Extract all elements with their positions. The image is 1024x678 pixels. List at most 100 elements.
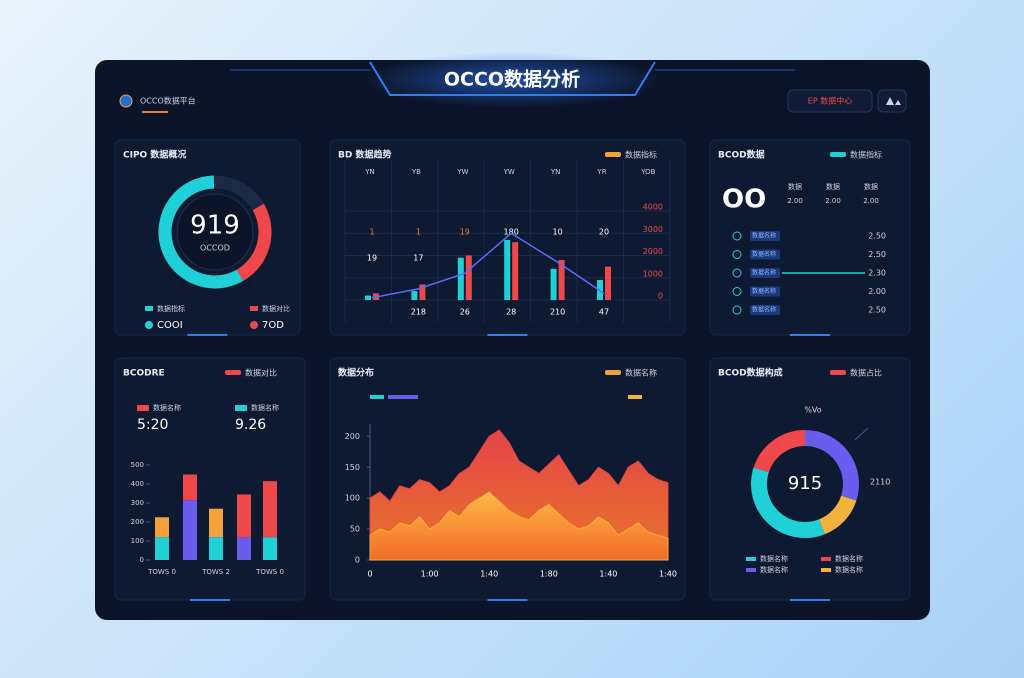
tag-swatch bbox=[605, 370, 621, 375]
donut-inner bbox=[768, 447, 842, 521]
logo bbox=[119, 94, 133, 108]
legend-label: 数据名称 bbox=[760, 554, 788, 563]
tag-swatch bbox=[605, 152, 621, 157]
tag-swatch bbox=[830, 370, 846, 375]
row-label: 数据名称 bbox=[752, 306, 776, 314]
bar bbox=[605, 266, 611, 300]
icon bbox=[886, 97, 901, 105]
row-label: 17 bbox=[413, 254, 423, 263]
bar bbox=[550, 268, 557, 300]
bar-segment bbox=[183, 474, 197, 501]
area bbox=[369, 491, 669, 561]
gauge-inner bbox=[176, 193, 254, 271]
bar bbox=[411, 291, 418, 300]
row-chip bbox=[750, 231, 780, 241]
row-label: 数据名称 bbox=[752, 269, 776, 277]
big-number: OO bbox=[722, 185, 766, 215]
page-title: OCCO数据分析 bbox=[444, 68, 580, 91]
bar-segment bbox=[263, 537, 277, 560]
x-tick-label: TOWS 0 bbox=[147, 568, 176, 576]
row-value: 2.50 bbox=[868, 250, 886, 259]
gauge-segment bbox=[158, 175, 244, 289]
x-tick-label: TOWS 2 bbox=[201, 568, 230, 576]
row-value: 2.30 bbox=[868, 269, 886, 278]
donut-segment bbox=[804, 430, 859, 501]
bar-segment bbox=[237, 537, 251, 560]
x-tick-label: 1:80 bbox=[540, 570, 558, 579]
bar-segment bbox=[209, 508, 223, 538]
column-header: YW bbox=[456, 168, 468, 176]
y-tick-label: 200 bbox=[345, 432, 360, 441]
swatch bbox=[628, 395, 642, 399]
stat-label: 数据 bbox=[826, 182, 840, 191]
column-header: YOB bbox=[640, 168, 655, 176]
x-tick-label: 0 bbox=[367, 570, 372, 579]
button[interactable] bbox=[787, 89, 873, 113]
stat-value: 2.00 bbox=[787, 197, 803, 205]
row-label: 180 bbox=[504, 228, 519, 237]
caption: 数据指标 bbox=[157, 304, 185, 313]
bar bbox=[419, 284, 426, 300]
stat-swatch bbox=[235, 405, 247, 411]
bar-segment bbox=[237, 494, 251, 538]
y-tick-label: 0 bbox=[658, 292, 663, 301]
legend-swatch bbox=[746, 568, 756, 572]
y-tick-label: 2000 bbox=[643, 247, 663, 256]
y-tick-label: 0 bbox=[140, 556, 144, 564]
legend-label: 数据名称 bbox=[835, 565, 863, 574]
row-icon bbox=[732, 250, 742, 259]
bar bbox=[365, 295, 371, 300]
leader bbox=[854, 427, 869, 441]
bar bbox=[504, 239, 511, 300]
x-tick-label: 28 bbox=[506, 308, 516, 317]
bar-segment bbox=[209, 537, 223, 560]
bar bbox=[512, 242, 519, 300]
caption-swatch bbox=[250, 306, 258, 311]
y-tick-label: 0 bbox=[355, 556, 360, 565]
column-header: YW bbox=[503, 168, 515, 176]
row-chip bbox=[750, 286, 780, 297]
button-label[interactable]: EP 数据中心 bbox=[808, 96, 852, 106]
row-label: 数据名称 bbox=[752, 250, 776, 258]
row-icon bbox=[732, 268, 742, 278]
line bbox=[371, 232, 605, 299]
bar-segment bbox=[155, 537, 169, 560]
column-header: YR bbox=[596, 168, 606, 176]
legend-swatch bbox=[746, 557, 756, 561]
row-value: 2.00 bbox=[868, 287, 886, 296]
row-label: 20 bbox=[599, 228, 609, 237]
y-tick-label: 4000 bbox=[643, 203, 663, 212]
stat-label: 数据名称 bbox=[251, 403, 279, 412]
y-tick-label: 100 bbox=[345, 494, 360, 503]
y-tick-label: 300 bbox=[131, 499, 144, 507]
bar bbox=[457, 257, 464, 300]
gauge-sub: OCCOD bbox=[200, 244, 230, 253]
panel-title: BCOD数据 bbox=[718, 149, 765, 161]
donut-note: %Vo bbox=[804, 406, 821, 415]
row-label: 19 bbox=[460, 228, 470, 237]
y-tick-label: 500 bbox=[131, 461, 144, 469]
y-tick-label: 150 bbox=[345, 463, 360, 472]
x-tick-label: TOWS 0 bbox=[255, 568, 284, 576]
panel-title: 数据分布 bbox=[338, 367, 374, 379]
y-tick-label: 3000 bbox=[643, 225, 663, 234]
panel-tag: 数据名称 bbox=[625, 368, 657, 378]
row-label: 1 bbox=[369, 228, 374, 237]
tag-swatch bbox=[225, 370, 241, 375]
donut-segment bbox=[751, 467, 825, 538]
column-header: YN bbox=[364, 168, 375, 176]
x-tick-label: 218 bbox=[411, 308, 426, 317]
legend-label: 数据名称 bbox=[760, 565, 788, 574]
swatch bbox=[388, 395, 418, 399]
panel-title: CIPO 数据概况 bbox=[123, 149, 186, 161]
x-tick-label: 1:40 bbox=[599, 570, 617, 579]
row-icon bbox=[732, 231, 742, 241]
stat-label: 数据名称 bbox=[153, 403, 181, 412]
x-tick-label: 1:40 bbox=[659, 570, 677, 579]
gauge-segment bbox=[236, 203, 272, 281]
x-tick-label: 26 bbox=[460, 308, 470, 317]
x-tick-label: 47 bbox=[599, 308, 609, 317]
column-header: YB bbox=[411, 168, 421, 176]
y-tick-label: 100 bbox=[131, 537, 144, 545]
